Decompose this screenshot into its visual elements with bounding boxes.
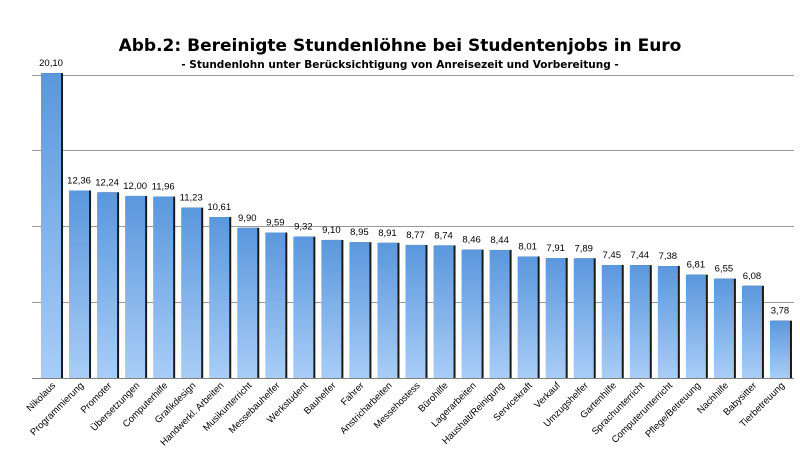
value-label: 10,61 [207, 202, 231, 213]
value-label: 12,00 [123, 181, 147, 192]
bar [265, 232, 286, 378]
bar [377, 242, 398, 378]
value-label: 7,89 [574, 243, 593, 254]
value-label: 7,45 [603, 250, 622, 261]
value-label: 8,95 [350, 227, 369, 238]
bar [125, 195, 146, 378]
value-label: 8,77 [406, 230, 425, 241]
bar [97, 192, 118, 378]
bar [321, 239, 342, 378]
value-label: 3,78 [771, 306, 790, 317]
bar [181, 207, 202, 378]
value-label: 8,46 [462, 235, 481, 246]
bars [41, 73, 792, 378]
category-label: Programmierung [28, 380, 86, 438]
bar [153, 196, 174, 378]
value-label: 9,32 [294, 222, 313, 233]
value-label: 9,10 [322, 225, 341, 236]
bar [405, 244, 426, 378]
value-label: 6,55 [715, 264, 734, 275]
bar [237, 227, 258, 378]
bar [685, 274, 706, 378]
bar [517, 256, 538, 378]
value-label: 11,96 [152, 182, 175, 193]
value-label: 12,36 [67, 175, 91, 186]
value-label: 11,23 [180, 193, 203, 204]
bar [629, 265, 650, 378]
value-label: 6,08 [743, 271, 762, 282]
value-label: 9,90 [238, 213, 257, 224]
value-label: 8,44 [490, 235, 509, 246]
bar [601, 264, 622, 378]
value-label: 9,59 [266, 218, 285, 229]
bar [713, 278, 734, 378]
value-label: 7,44 [631, 250, 650, 261]
chart-title: Abb.2: Bereinigte Stundenlöhne bei Stude… [119, 36, 682, 56]
value-labels: 20,10 12,36 12,24 12,00 11,96 11,23 10,61 9,90 9… [39, 58, 789, 317]
value-label: 7,91 [546, 243, 565, 254]
bar [461, 249, 482, 378]
value-label: 7,38 [659, 251, 678, 262]
bar [573, 258, 594, 378]
bar [209, 217, 230, 378]
bar [69, 190, 90, 378]
category-labels: NikolausProgrammierungPromoterÜbersetzun… [25, 380, 788, 448]
bar [41, 73, 62, 378]
value-label: 20,10 [39, 58, 63, 69]
value-label: 8,74 [434, 230, 453, 241]
bar [769, 320, 790, 378]
category-label: Übersetzungen [89, 380, 142, 433]
value-label: 6,81 [687, 260, 706, 271]
value-label: 12,24 [95, 177, 119, 188]
chart-subtitle: - Stundenlohn unter Berücksichtigung von… [181, 59, 618, 71]
bar [489, 249, 510, 378]
value-label: 8,01 [518, 241, 537, 252]
bar [293, 236, 314, 378]
bar [349, 242, 370, 378]
bar [657, 266, 678, 378]
bar [741, 285, 762, 378]
value-label: 8,91 [378, 228, 397, 239]
bar [545, 257, 566, 378]
category-label: Musikunterricht [201, 380, 255, 434]
bar [433, 245, 454, 378]
